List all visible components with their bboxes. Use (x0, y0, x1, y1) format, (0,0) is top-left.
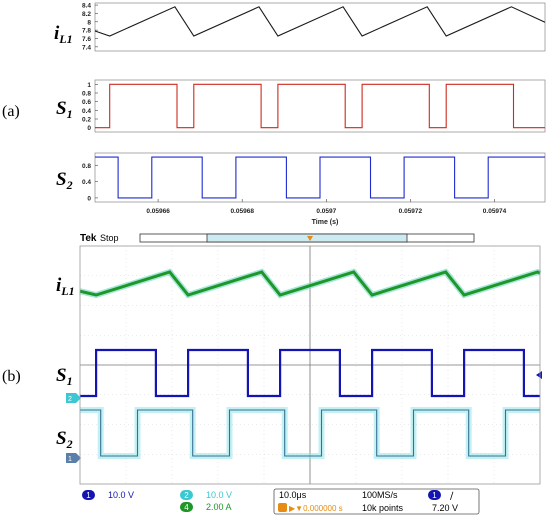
series-line-il1 (94, 6, 546, 37)
xtick-label-s2: 0.05968 (230, 208, 254, 215)
plot-frame-s1 (94, 79, 546, 133)
trace-ch2 (80, 409, 540, 457)
xtick-label-s2: 0.0597 (316, 208, 336, 215)
ytick-label-il1: 7.6 (82, 36, 91, 43)
plot-frame-il1 (94, 2, 546, 52)
panel-a-xlabel: Time (s) (312, 219, 339, 226)
status-bar-background (72, 487, 547, 518)
ch4-number: 4 (184, 503, 189, 512)
ytick-label-il1: 8.4 (82, 3, 91, 10)
panel-a-plots: 7.47.67.888.28.4 00.20.40.60.81 00.40.80… (82, 2, 546, 226)
ch2-ground-marker-label: 2 (68, 396, 72, 403)
ytick-label-s1: 1 (87, 82, 91, 89)
trace-ch1 (80, 348, 540, 398)
ch2-ground-marker[interactable]: 2 (66, 393, 81, 403)
panel-b-tag: (b) (2, 368, 21, 385)
xtick-label-s2: 0.05974 (483, 208, 507, 215)
xtick-label-s2: 0.05972 (399, 208, 423, 215)
panel-a-s2-label: S2 (56, 170, 73, 191)
ytick-label-s1: 0.6 (82, 99, 91, 106)
panel-b-s1-main: S (56, 365, 67, 386)
sample-rate: 100MS/s (362, 490, 398, 500)
ytick-label-il1: 7.4 (82, 44, 91, 51)
panel-b-il1-main: i (56, 275, 62, 296)
panel-a-plot-il1: 7.47.67.8 88.28.4 (82, 2, 546, 52)
panel-b-s2-main: S (56, 428, 67, 449)
horizontal-settings-box[interactable] (273, 488, 480, 515)
ytick-label-s1: 0.2 (82, 117, 91, 124)
panel-a-s1-sub: 1 (66, 107, 73, 121)
ytick-label-il1: 8 (87, 19, 91, 26)
trigger-source-badge (428, 490, 441, 500)
ch1-scale: 10.0 V (108, 490, 134, 500)
panel-a-il1-main: i (54, 23, 60, 44)
panel-a-plot-s1: 00.2 0.4 0.60.8 1 (82, 79, 546, 133)
trigger-slope-icon: ∕ (450, 491, 454, 502)
ytick-label-s2: 0.4 (82, 179, 91, 186)
ch4-badge (180, 502, 193, 512)
ytick-label-s1: 0.8 (82, 91, 91, 98)
ch1-ground-marker-shape (66, 453, 81, 463)
ch1-setting[interactable]: 1 10.0 V (82, 490, 134, 500)
panel-b-s1-label: S1 (56, 366, 73, 387)
panel-a-s2-sub: 2 (66, 178, 73, 192)
trigger-offset: ▶▼0.000000 s (289, 504, 343, 513)
trigger-setting[interactable]: 1 ∕ 7.20 V (428, 490, 458, 513)
record-view-window[interactable] (206, 233, 408, 243)
ch2-ground-marker-shape (66, 393, 81, 403)
ch2-badge (180, 490, 193, 500)
ch2-scale: 10.0 V (206, 490, 232, 500)
ch2-number: 2 (184, 491, 189, 500)
ytick-label-s2: 0 (87, 195, 91, 202)
trigger-offset-badge (278, 503, 287, 512)
panel-b-s2-label: S2 (56, 429, 73, 450)
ch4-scale: 2.00 A (206, 502, 232, 512)
panel-b-il1-label: iL1 (56, 276, 75, 297)
record-length: 10k points (362, 503, 404, 513)
scope-traces (79, 268, 542, 459)
series-line-s1 (95, 83, 545, 129)
panel-a-s2-main: S (56, 169, 67, 190)
scope-run-state[interactable]: Stop (100, 233, 119, 243)
series-line-s2 (95, 156, 545, 199)
panel-a-plot-s2: 0 0.4 0.8 0.05966 0.05968 0.0597 0.05972 0.0597… (82, 152, 546, 215)
ch1-ground-marker-label: 1 (68, 456, 72, 463)
panel-a-tag: (a) (2, 103, 20, 120)
ch1-ground-marker[interactable]: 1 (66, 453, 81, 463)
xtick-label-s2: 0.05966 (146, 208, 170, 215)
panel-b-s2-sub: 2 (66, 437, 73, 451)
trigger-source: 1 (432, 491, 437, 500)
panel-a-s1-label: S1 (56, 99, 73, 120)
scope-brand: Tek (80, 233, 97, 244)
ytick-label-il1: 8.2 (82, 11, 91, 18)
trigger-position-pointer (307, 236, 313, 241)
panel-b-s1-sub: 1 (66, 374, 73, 388)
ytick-label-s1: 0.4 (82, 108, 91, 115)
panel-a-il1-sub: L1 (59, 32, 73, 46)
trace-ch4 (79, 270, 541, 297)
ytick-label-il1: 7.8 (82, 28, 91, 35)
ch1-badge (82, 490, 95, 500)
ch4-setting[interactable]: 4 2.00 A (180, 502, 232, 512)
ch1-number: 1 (86, 491, 91, 500)
panel-b-il1-sub: L1 (61, 284, 75, 298)
trigger-level: 7.20 V (432, 503, 458, 513)
trigger-level-arrow[interactable] (536, 371, 542, 379)
panel-a-s1-main: S (56, 98, 67, 119)
scope-graticule-border (79, 245, 541, 485)
ch2-setting[interactable]: 2 10.0 V (180, 490, 232, 500)
ytick-label-s2: 0.8 (82, 163, 91, 170)
scope-status-bar: 1 10.0 V 2 10.0 V 4 2.00 A 10.0μs ▶▼0.00… (72, 487, 547, 518)
panel-a-il1-label: iL1 (54, 24, 73, 45)
channel-markers: 21 (66, 371, 542, 463)
ytick-label-s1: 0 (87, 125, 91, 132)
timebase-value: 10.0μs (279, 490, 307, 500)
